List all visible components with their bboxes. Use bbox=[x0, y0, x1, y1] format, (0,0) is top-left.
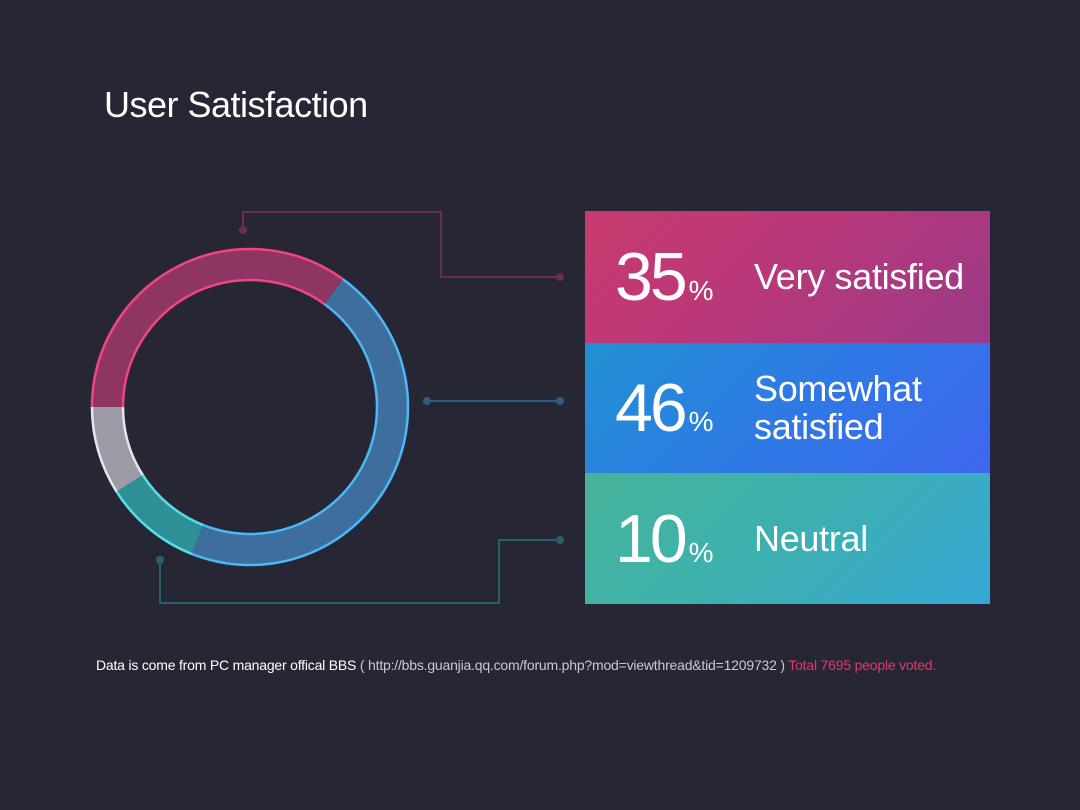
leader-dot bbox=[556, 273, 564, 281]
card-somewhat-satisfied: 46 % Somewhat satisfied bbox=[585, 343, 990, 473]
leader-dot bbox=[156, 556, 164, 564]
page-title: User Satisfaction bbox=[104, 84, 368, 125]
donut-ring bbox=[90, 247, 410, 567]
percent-sign: % bbox=[688, 275, 714, 306]
donut-segment-edge bbox=[115, 490, 193, 556]
connector-lines bbox=[156, 211, 564, 604]
source-text: Data is come from PC manager offical BBS bbox=[96, 657, 357, 673]
donut-segment-somewhat-satisfied bbox=[191, 279, 408, 565]
percent-value: 46 % bbox=[615, 374, 714, 442]
donut-segment-edge bbox=[202, 303, 379, 536]
donut-segment-edge bbox=[121, 406, 144, 476]
category-label: Somewhat satisfied bbox=[754, 368, 922, 447]
card-neutral: 10 % Neutral bbox=[585, 473, 990, 604]
percent-number: 10 bbox=[615, 500, 688, 577]
donut-segment-edge bbox=[191, 278, 410, 567]
donut-segment-very-satisfied bbox=[92, 249, 343, 407]
percent-value: 35 % bbox=[615, 243, 714, 311]
donut-segment-edge bbox=[141, 474, 204, 527]
card-very-satisfied: 35 % Very satisfied bbox=[585, 211, 990, 343]
donut-segment-edge bbox=[121, 278, 326, 408]
donut-segment-edge bbox=[90, 406, 118, 493]
percent-sign: % bbox=[688, 406, 714, 437]
leader-dot bbox=[239, 226, 247, 234]
source-footnote: Data is come from PC manager offical BBS… bbox=[96, 657, 936, 673]
leader-dot bbox=[423, 397, 431, 405]
leader-dot bbox=[556, 397, 564, 405]
source-url[interactable]: ( http://bbs.guanjia.qq.com/forum.php?mo… bbox=[359, 657, 785, 673]
donut-segment-neutral bbox=[116, 475, 204, 554]
category-label: Neutral bbox=[754, 517, 868, 559]
percent-number: 46 bbox=[615, 370, 688, 446]
percent-sign: % bbox=[688, 536, 714, 568]
category-label: Very satisfied bbox=[754, 256, 964, 297]
total-votes-text: Total 7695 people voted. bbox=[788, 657, 937, 673]
percent-value: 10 % bbox=[615, 505, 714, 573]
leader-line-neutral bbox=[159, 539, 560, 604]
donut-segment-other bbox=[92, 407, 143, 492]
leader-dot bbox=[556, 536, 564, 544]
donut-segment-edge bbox=[90, 247, 344, 408]
leader-line-very-satisfied bbox=[242, 211, 560, 278]
percent-number: 35 bbox=[615, 239, 688, 315]
